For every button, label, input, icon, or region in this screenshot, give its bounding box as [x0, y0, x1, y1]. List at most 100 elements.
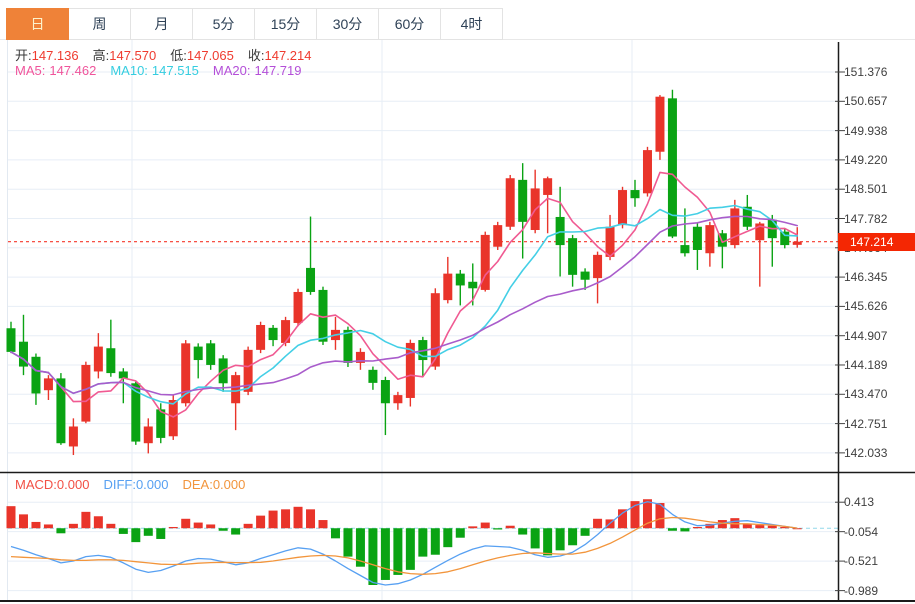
macd-hist-bar [717, 520, 727, 529]
macd-hist-bar [705, 523, 715, 529]
macd-hist-bar [405, 528, 415, 570]
candle-body [106, 348, 116, 374]
macd-hist-bar [81, 511, 91, 529]
macd-hist-bar [6, 506, 16, 529]
macd-hist-bar [680, 528, 690, 532]
candle-body [443, 273, 453, 301]
macd-hist-bar [568, 528, 578, 546]
macd-hist-bar [193, 522, 203, 529]
ohlc-item-value: 147.136 [31, 48, 79, 63]
candle-body [717, 233, 727, 247]
candle-body [642, 150, 652, 194]
macd-hist-bar [56, 528, 66, 534]
candle-body [56, 378, 66, 444]
macd-hist-bar [543, 528, 553, 556]
candle-body [518, 179, 528, 222]
macd-legend-value: 0.000 [135, 477, 169, 492]
candle-body [792, 241, 802, 245]
macd-hist-bar [642, 499, 652, 529]
candle-body [780, 231, 790, 246]
macd-legend-item: DEA:0.000 [182, 477, 245, 492]
macd-hist-bar [667, 528, 677, 531]
macd-hist-bar [143, 528, 153, 536]
ma20-line [10, 215, 799, 396]
price-tick-label: 144.189 [844, 357, 888, 372]
macd-hist-bar [493, 528, 503, 530]
dea-line [10, 516, 798, 575]
ohlc-item-label: 开: [15, 48, 32, 63]
macd-legend-value: 0.000 [56, 477, 90, 492]
candle-body [31, 356, 41, 394]
macd-hist-bar [455, 528, 465, 538]
ma-item: MA10: 147.515 [110, 63, 199, 78]
candle-body [468, 281, 478, 289]
tab-15分[interactable]: 15分 [255, 8, 317, 40]
candle-body [393, 395, 403, 404]
candle-body [430, 293, 440, 367]
candle-body [505, 178, 515, 227]
candle-body [692, 226, 702, 250]
macd-hist-bar [218, 528, 228, 531]
macd-hist-bar [281, 509, 291, 529]
candle-body [93, 346, 103, 372]
candle-body [580, 271, 590, 280]
candle-body [755, 223, 765, 241]
price-tick-label: 142.751 [844, 416, 888, 431]
candle-body [480, 234, 490, 290]
macd-legend-item: MACD:0.000 [15, 477, 89, 492]
macd-hist-bar [43, 524, 53, 529]
macd-legend-label: MACD: [15, 477, 57, 492]
candle-body [730, 208, 740, 246]
candle-body [355, 351, 365, 363]
ma-item-value: 147.462 [49, 63, 97, 78]
tab-30分[interactable]: 30分 [317, 8, 379, 40]
macd-tick-label: 0.413 [844, 495, 875, 510]
candle-body [206, 343, 216, 365]
candle-body [168, 399, 178, 437]
price-tick-label: 149.938 [844, 123, 888, 138]
macd-hist-bar [618, 509, 628, 529]
ma-item-label: MA20: [212, 63, 251, 78]
ma-item-value: 147.515 [151, 63, 199, 78]
candle-body [680, 245, 690, 254]
macd-hist-bar [655, 503, 665, 529]
macd-hist-bar [243, 523, 253, 529]
candle-body [156, 409, 166, 438]
candle-body [18, 341, 28, 367]
tab-60分[interactable]: 60分 [379, 8, 441, 40]
tab-bar: 日周月 5分 15分 30分 60分 4时 [6, 8, 503, 40]
macd-hist-bar [593, 518, 603, 529]
ma5-line [10, 171, 799, 418]
macd-hist-bar [380, 528, 390, 580]
tab-月[interactable]: 月 [131, 8, 193, 40]
macd-hist-bar [368, 528, 378, 586]
tab-5分[interactable]: 5分 [193, 8, 255, 40]
candle-body [231, 375, 241, 404]
tab-日[interactable]: 日 [6, 8, 69, 40]
candle-body [455, 273, 465, 286]
candle-body [380, 380, 390, 404]
macd-hist-bar [306, 509, 316, 529]
ma-legend: MA5: 147.462 MA10: 147.515 MA20: 147.719 [15, 63, 316, 78]
candle-body [568, 238, 578, 275]
price-tick-label: 147.782 [844, 211, 888, 226]
candle-body [281, 320, 291, 343]
ma10-line [10, 204, 799, 405]
candle-body [68, 426, 78, 447]
ma-item-label: MA5: [15, 63, 46, 78]
candle-body [555, 216, 565, 246]
candle-body [81, 364, 91, 422]
macd-tick-label: -0.054 [844, 524, 879, 539]
candle-body [655, 96, 665, 152]
macd-hist-bar [268, 510, 278, 529]
ma-item: MA5: 147.462 [15, 63, 96, 78]
candle-body [118, 371, 128, 379]
tab-周[interactable]: 周 [69, 8, 131, 40]
macd-hist-bar [206, 524, 216, 529]
candle-body [143, 426, 153, 444]
candle-body [343, 329, 353, 363]
ohlc-item: 收:147.214 [248, 48, 312, 63]
tab-4时[interactable]: 4时 [441, 8, 503, 40]
